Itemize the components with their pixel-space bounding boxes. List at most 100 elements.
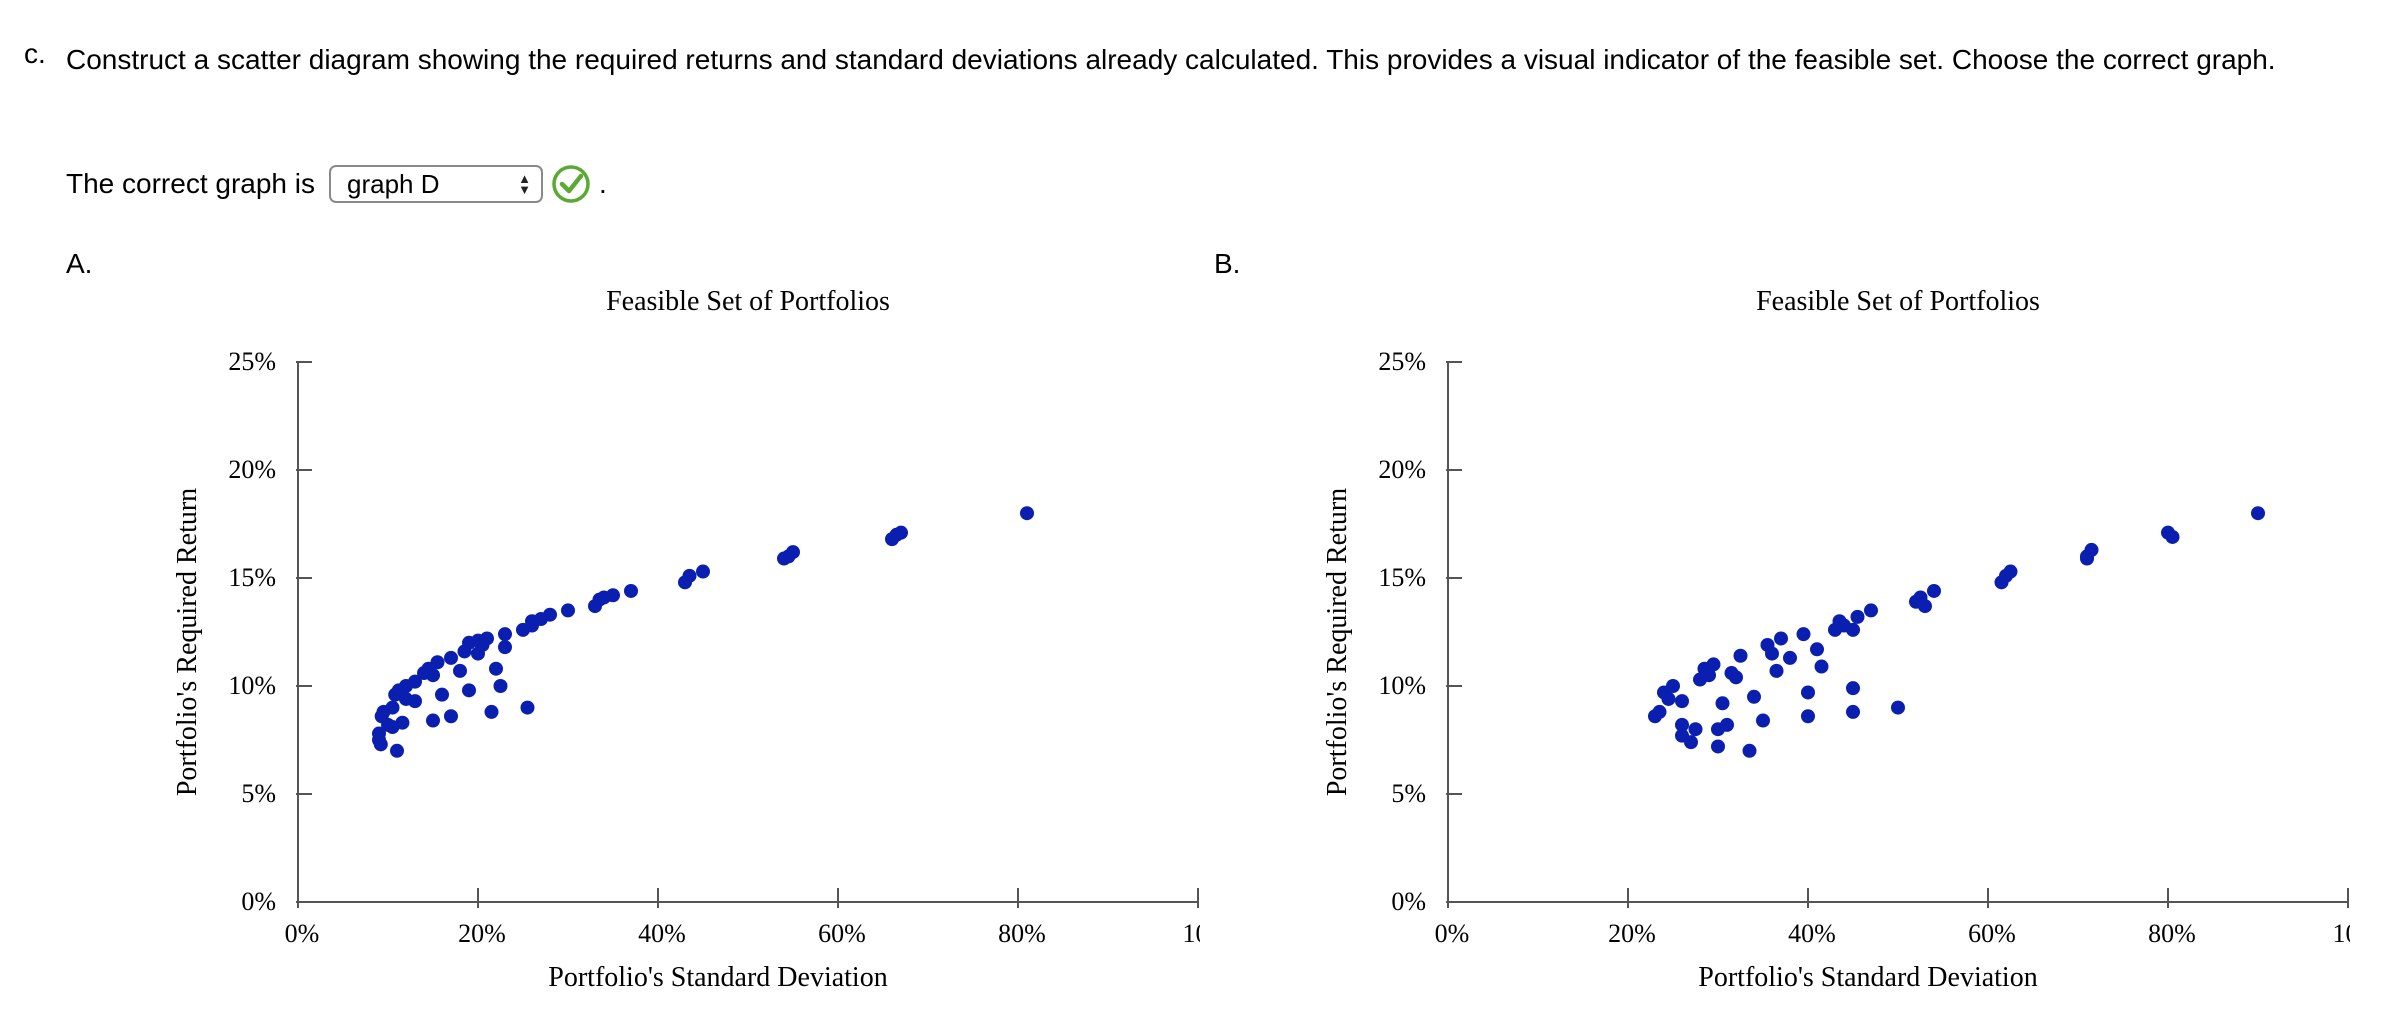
scatter-point	[444, 650, 458, 665]
scatter-point	[543, 607, 557, 622]
scatter-point	[1742, 743, 1757, 758]
scatter-point	[696, 564, 710, 579]
scatter-point	[453, 663, 467, 678]
scatter-point	[1774, 631, 1788, 646]
scatter-point	[1684, 735, 1698, 750]
y-tick-label: 15%	[228, 563, 276, 592]
scatter-point	[1846, 681, 1860, 696]
y-tick-label: 15%	[1378, 563, 1426, 592]
scatter-point	[2251, 506, 2265, 521]
scatter-point	[1765, 646, 1779, 661]
answer-prompt: The correct graph is	[66, 168, 315, 199]
x-tick-label: 100	[2333, 919, 2351, 948]
scatter-point	[1747, 689, 1761, 704]
scatter-chart-a: Feasible Set of Portfolios 0% 5% 10% 15% 20% 2…	[172, 286, 1201, 993]
scatter-point	[498, 640, 512, 655]
scatter-point	[1864, 603, 1878, 618]
y-tick-label: 20%	[1378, 455, 1426, 484]
question-letter: c.	[24, 38, 46, 69]
scatter-point	[430, 655, 445, 670]
chart-title: Feasible Set of Portfolios	[1756, 286, 2040, 317]
scatter-point	[1801, 709, 1815, 724]
y-axis-label: Portfolio's Required Return	[1322, 488, 1353, 796]
correct-check-icon	[552, 165, 590, 203]
select-arrows-icon: ▲ ▼	[518, 171, 531, 197]
scatter-point	[2084, 542, 2099, 557]
scatter-point	[1729, 670, 1743, 685]
y-tick-label: 10%	[1378, 671, 1426, 700]
x-tick-label: 40%	[1788, 919, 1836, 948]
scatter-point	[489, 661, 503, 676]
scatter-point	[1733, 648, 1748, 663]
scatter-point	[1675, 694, 1689, 709]
scatter-point	[1661, 691, 1676, 706]
x-tick-label: 80%	[998, 919, 1046, 948]
scatter-point	[426, 668, 440, 683]
scatter-point	[1720, 717, 1734, 732]
scatter-point	[1918, 599, 1932, 614]
x-tick-label: 60%	[1968, 919, 2016, 948]
scatter-point	[1783, 650, 1797, 665]
y-tick-label: 0%	[1391, 887, 1426, 916]
scatter-point	[390, 743, 404, 758]
scatter-point	[408, 694, 422, 709]
scatter-point	[1810, 642, 1824, 657]
scatter-point	[624, 583, 638, 598]
y-tick-label: 5%	[241, 779, 276, 808]
x-axis-label: Portfolio's Standard Deviation	[548, 962, 887, 993]
y-tick-label: 25%	[228, 347, 276, 376]
scatter-point	[1706, 657, 1721, 672]
scatter-point	[1801, 685, 1815, 700]
x-axis-label: Portfolio's Standard Deviation	[1698, 962, 2037, 993]
scatter-point	[1756, 713, 1770, 728]
panel-label-a: A.	[66, 248, 93, 279]
question-text: Construct a scatter diagram showing the …	[66, 44, 2276, 75]
scatter-point	[606, 588, 620, 603]
scatter-point	[408, 674, 422, 689]
scatter-point	[1927, 583, 1941, 598]
scatter-point	[1850, 609, 1865, 624]
scatter-point	[395, 715, 410, 730]
scatter-point	[435, 687, 449, 702]
scatter-point	[786, 545, 800, 560]
scatter-point	[1666, 679, 1680, 693]
answer-period: .	[599, 168, 607, 199]
scatter-point	[2003, 564, 2018, 579]
y-tick-label: 0%	[241, 887, 276, 916]
scatter-point	[444, 709, 458, 724]
scatter-point	[1020, 506, 1034, 521]
graph-select-dropdown[interactable]: graph D ▲ ▼	[329, 165, 543, 203]
scatter-point	[520, 700, 535, 715]
panel-label-b: B.	[1214, 248, 1241, 279]
x-tick-label: 20%	[458, 919, 506, 948]
chart-title: Feasible Set of Portfolios	[606, 286, 890, 317]
y-tick-label: 10%	[228, 671, 276, 700]
scatter-chart-b: Feasible Set of Portfolios 0% 5% 10% 15% 20% 2…	[1322, 286, 2351, 993]
scatter-point	[372, 726, 386, 741]
scatter-point	[426, 713, 440, 728]
answer-row: The correct graph is graph D ▲ ▼ .	[66, 162, 607, 206]
scatter-point	[462, 683, 476, 698]
x-tick-label: 100	[1183, 919, 1201, 948]
scatter-point	[1715, 696, 1730, 711]
scatter-point	[373, 737, 388, 752]
scatter-point	[1711, 739, 1725, 754]
scatter-point	[498, 627, 512, 642]
scatter-point	[1891, 700, 1905, 715]
x-tick-label: 60%	[818, 919, 866, 948]
graph-select-value: graph D	[347, 168, 440, 199]
y-axis-label: Portfolio's Required Return	[172, 488, 203, 796]
y-tick-label: 5%	[1391, 779, 1426, 808]
y-tick-label: 25%	[1378, 347, 1426, 376]
scatter-point	[894, 525, 908, 540]
scatter-point	[1702, 668, 1716, 683]
x-tick-label: 20%	[1608, 919, 1656, 948]
scatter-point	[1846, 704, 1860, 719]
scatter-point	[1814, 659, 1829, 674]
x-tick-label: 0%	[1435, 919, 1470, 948]
scatter-point	[385, 700, 400, 715]
scatter-point	[1846, 622, 1860, 637]
y-tick-label: 20%	[228, 455, 276, 484]
scatter-point	[484, 704, 499, 719]
scatter-point	[1796, 627, 1811, 642]
